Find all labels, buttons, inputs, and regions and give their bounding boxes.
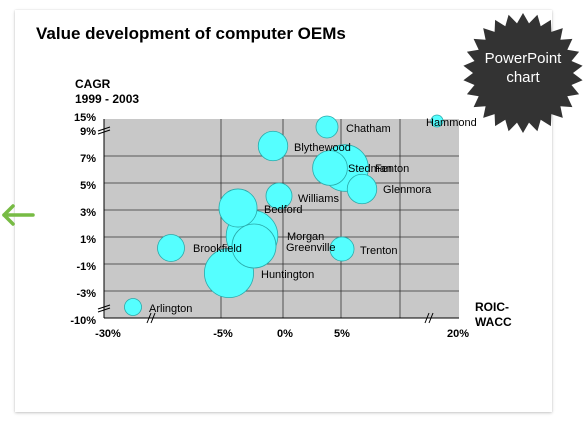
powerpoint-badge bbox=[463, 13, 583, 133]
y-axis-break bbox=[97, 126, 111, 132]
bubbles bbox=[124, 114, 444, 316]
y-tick-label: 15% bbox=[74, 112, 96, 124]
badge-text: PowerPoint chart bbox=[462, 49, 584, 87]
y-axis-title-line2: 1999 - 2003 bbox=[75, 92, 139, 106]
left-arrow-icon bbox=[2, 204, 35, 226]
y-tick-label: 1% bbox=[80, 234, 96, 246]
y-tick-label: -10% bbox=[70, 315, 96, 327]
bubble-williams bbox=[265, 182, 293, 210]
bubble-bedford bbox=[218, 188, 258, 228]
x-axis-break bbox=[424, 312, 430, 324]
label-williams: Williams bbox=[298, 193, 339, 205]
y-tick-label: 3% bbox=[80, 207, 96, 219]
label-trenton: Trenton bbox=[360, 245, 398, 257]
label-chatham: Chatham bbox=[346, 123, 391, 135]
bubble-glenmora bbox=[346, 173, 378, 205]
y-tick-label: 9% bbox=[80, 126, 96, 138]
label-arlington: Arlington bbox=[149, 303, 192, 315]
y-tick-label: -1% bbox=[76, 261, 96, 273]
x-axis-title-line2: WACC bbox=[475, 315, 512, 329]
badge-line2: chart bbox=[506, 69, 540, 86]
bubble-trenton bbox=[329, 236, 355, 262]
label-huntington: Huntington bbox=[261, 269, 314, 281]
label-hammond: Hammond bbox=[426, 117, 477, 129]
y-tick-label: -3% bbox=[76, 288, 96, 300]
y-axis-break bbox=[97, 304, 111, 310]
x-tick-label: 20% bbox=[447, 328, 469, 340]
label-blythewood: Blythewood bbox=[294, 142, 351, 154]
x-axis-title-line1: ROIC- bbox=[475, 300, 509, 314]
y-axis-break bbox=[97, 129, 111, 135]
bubble-hammond bbox=[430, 114, 444, 128]
x-tick-label: -5% bbox=[213, 328, 233, 340]
y-tick-label: 5% bbox=[80, 180, 96, 192]
label-glenmora: Glenmora bbox=[383, 184, 432, 196]
bubble-arlington bbox=[124, 298, 142, 316]
x-tick-label: 5% bbox=[334, 328, 350, 340]
bubble-stedman bbox=[312, 150, 348, 186]
label-stedman: Stedman bbox=[348, 163, 392, 175]
x-tick-label: -30% bbox=[95, 328, 121, 340]
bubble-chatham bbox=[315, 115, 339, 139]
grid-lines bbox=[104, 119, 459, 318]
y-tick-label: 7% bbox=[80, 153, 96, 165]
label-morgan: Morgan bbox=[287, 231, 324, 243]
label-brookfield: Brookfield bbox=[193, 243, 242, 255]
x-axis-break bbox=[150, 312, 156, 324]
label-bedford: Bedford bbox=[264, 204, 303, 216]
x-axis-break bbox=[428, 312, 434, 324]
badge-line1: PowerPoint bbox=[484, 50, 562, 67]
bubble-greenville bbox=[231, 223, 277, 269]
chart-title: Value development of computer OEMs bbox=[36, 24, 346, 43]
label-fenton: Fenton bbox=[375, 163, 409, 175]
y-axis-break bbox=[97, 307, 111, 313]
bubble-blythewood bbox=[257, 130, 289, 162]
bubble-brookfield bbox=[157, 234, 185, 262]
label-greenville: Greenville bbox=[286, 242, 336, 254]
x-tick-label: 0% bbox=[277, 328, 293, 340]
y-axis-title-line1: CAGR bbox=[75, 77, 111, 91]
axes bbox=[97, 119, 459, 324]
tick-labels: 15% 9% 7% 5% 3% 1% -1% -3% -10%-30% -5% 0% 5% 20% bbox=[70, 112, 469, 340]
x-axis-break bbox=[146, 312, 152, 324]
